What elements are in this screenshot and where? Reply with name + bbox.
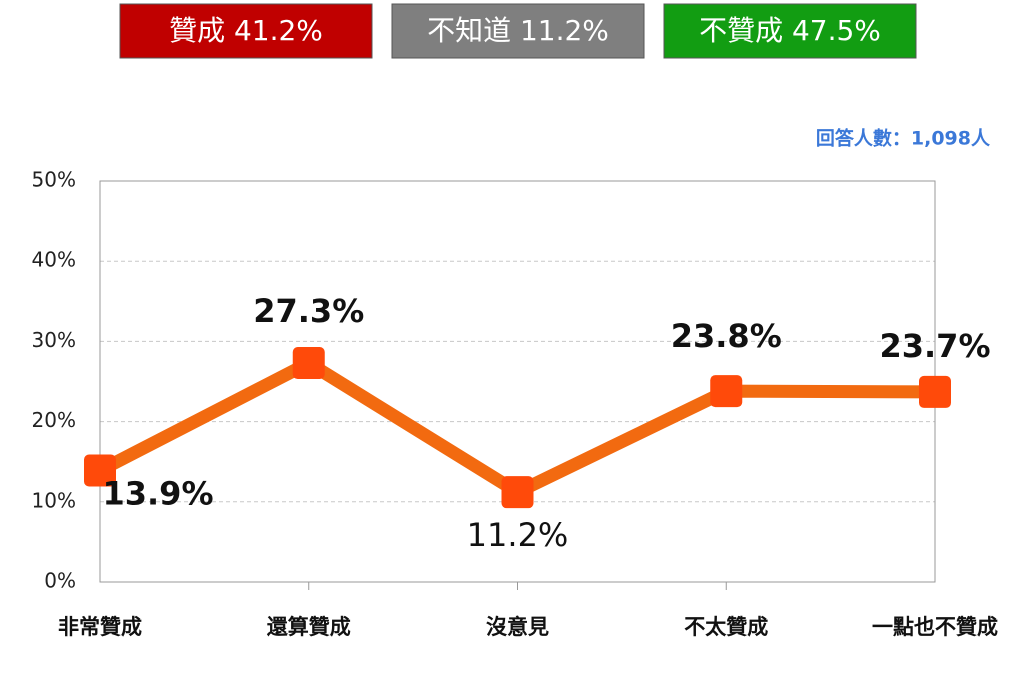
data-label: 23.8% [671,317,782,355]
summary-box [119,3,373,59]
line-series [97,356,936,499]
summary-box [391,3,645,59]
summary-label: 贊成 41.2% [169,14,323,47]
marker [919,375,951,408]
respondent-note: 回答人數：1,098人 [816,127,991,150]
y-tick-label: 20% [32,408,76,432]
y-tick-label: 30% [32,328,76,352]
x-tick-label: 還算贊成 [267,615,351,639]
data-label: 23.7% [879,327,990,365]
summary-label: 不知道 11.2% [427,14,609,47]
x-tick-label: 非常贊成 [58,615,142,639]
y-tick-label: 40% [32,248,76,272]
x-tick-label: 不太贊成 [684,615,768,639]
marker [501,476,534,509]
data-label: 11.2% [467,516,569,554]
data-label: 27.3% [253,292,364,330]
summary-box [663,3,917,59]
marker [84,454,116,487]
x-tick-label: 一點也不贊成 [872,615,998,639]
data-label: 13.9% [102,475,213,513]
y-tick-label: 50% [32,168,76,192]
y-tick-label: 10% [32,488,76,512]
summary-label: 不贊成 47.5% [699,14,881,47]
marker [292,347,325,380]
y-tick-label: 0% [44,569,76,593]
x-tick-label: 沒意見 [486,615,549,639]
marker [710,375,743,408]
